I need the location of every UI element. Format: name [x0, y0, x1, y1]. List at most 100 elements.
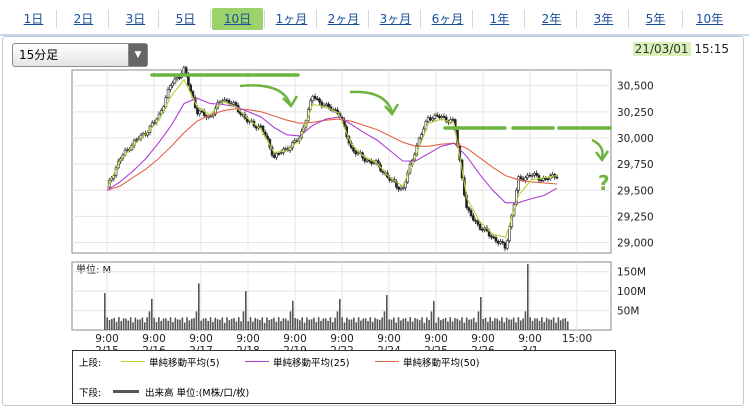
tab-1[interactable]: 1日	[23, 12, 44, 26]
volume-bar	[489, 317, 491, 330]
tab-separator	[472, 10, 473, 28]
volume-bar	[148, 311, 151, 330]
volume-bar	[198, 283, 200, 330]
ma5-line	[106, 78, 558, 238]
candle-body	[508, 226, 511, 242]
volume-bar	[172, 322, 174, 330]
candle-body	[352, 147, 355, 152]
tab-2[interactable]: 2日	[73, 12, 94, 26]
candle-body	[524, 177, 527, 181]
volume-bar	[237, 317, 240, 330]
candle-body	[153, 122, 156, 124]
tab-13[interactable]: 5年	[645, 12, 666, 26]
candle-body	[200, 110, 204, 113]
volume-bar	[195, 311, 198, 330]
volume-bar	[277, 317, 280, 330]
volume-bar	[263, 322, 266, 330]
candle-body	[474, 219, 477, 222]
volume-bar	[508, 319, 510, 330]
volume-bar	[134, 317, 137, 330]
volume-bar	[477, 311, 480, 330]
candle-body	[166, 89, 170, 98]
volume-bar	[433, 300, 435, 330]
chevron-down-icon[interactable]: ▼	[128, 44, 147, 66]
volume-bar	[541, 317, 543, 330]
price-tick-label: 30,000	[617, 133, 654, 145]
volume-bar	[346, 317, 348, 330]
candle-body	[334, 109, 337, 111]
volume-bar	[329, 317, 332, 330]
volume-bar	[104, 293, 106, 330]
period-tabs: 1日 2日 3日 5日 10日 1ヶ月 2ヶ月 3ヶ月 6ヶ月 1年 2年 3年 5年 10年	[0, 0, 749, 36]
tab-5[interactable]: 10日	[212, 8, 263, 30]
legend-ma5: 単純移動平均(5)	[149, 358, 220, 369]
candle-body	[214, 107, 217, 115]
volume-bar	[355, 322, 358, 330]
volume-bar	[324, 318, 327, 330]
candle-body	[435, 114, 439, 117]
volume-bar	[169, 317, 172, 330]
candle-body	[555, 176, 559, 179]
tab-7[interactable]: 2ヶ月	[327, 12, 360, 26]
volume-bar	[108, 320, 111, 330]
timestamp-date: 21/03/01	[632, 42, 691, 56]
tab-11[interactable]: 2年	[541, 12, 562, 26]
volume-bar	[226, 317, 228, 330]
volume-bar	[155, 321, 158, 330]
volume-bar	[266, 317, 268, 330]
price-tick-label: 29,750	[617, 159, 654, 171]
candle-body	[417, 137, 421, 146]
volume-bar	[371, 321, 374, 330]
volume-bar	[538, 320, 541, 330]
volume-bar	[367, 321, 369, 330]
tab-underline	[0, 34, 749, 36]
tab-14[interactable]: 10年	[695, 12, 724, 26]
volume-bar	[230, 318, 233, 330]
tab-9[interactable]: 6ヶ月	[431, 12, 464, 26]
volume-bar	[120, 321, 123, 330]
candle-body	[273, 154, 276, 158]
legend: 上段: 単純移動平均(5) 単純移動平均(25) 単純移動平均(50) 下段: …	[72, 350, 616, 404]
volume-bar	[127, 320, 130, 330]
volume-bar	[202, 318, 205, 330]
question-mark-annotation: ?	[598, 171, 610, 195]
candle-body	[126, 149, 129, 151]
tab-6[interactable]: 1ヶ月	[275, 12, 308, 26]
volume-bar	[296, 318, 299, 330]
volume-bar	[162, 318, 165, 330]
candle-body	[146, 132, 150, 136]
volume-bar	[395, 322, 397, 330]
candle-body	[499, 241, 502, 244]
interval-select[interactable]: 15分足 ▼	[12, 43, 148, 67]
volume-bar	[376, 319, 379, 330]
volume-bar	[158, 317, 160, 330]
volume-bar	[444, 317, 447, 330]
volume-bar	[165, 318, 167, 330]
legend-ma50-swatch	[375, 361, 399, 362]
tab-4[interactable]: 5日	[175, 12, 196, 26]
volume-bar	[498, 320, 501, 330]
candle-body	[533, 172, 536, 176]
volume-bar	[118, 317, 120, 330]
tab-separator	[108, 10, 109, 28]
candle-body	[537, 175, 541, 181]
volume-bar	[461, 317, 463, 330]
volume-bar	[524, 311, 527, 330]
candle-body	[519, 176, 523, 179]
volume-bar	[414, 317, 416, 330]
candle-body	[539, 179, 543, 182]
volume-bar	[245, 291, 247, 330]
volume-bar	[183, 322, 186, 330]
volume-bar	[470, 319, 473, 330]
volume-bar	[557, 317, 560, 330]
price-tick-label: 30,250	[617, 107, 654, 119]
tab-3[interactable]: 3日	[125, 12, 146, 26]
tab-8[interactable]: 3ヶ月	[379, 12, 412, 26]
candle-body	[478, 224, 482, 230]
tab-10[interactable]: 1年	[489, 12, 510, 26]
volume-bar	[411, 321, 414, 330]
candle-body	[420, 134, 423, 139]
volume-bar	[416, 318, 419, 330]
tab-12[interactable]: 3年	[593, 12, 614, 26]
volume-bar	[430, 311, 433, 330]
